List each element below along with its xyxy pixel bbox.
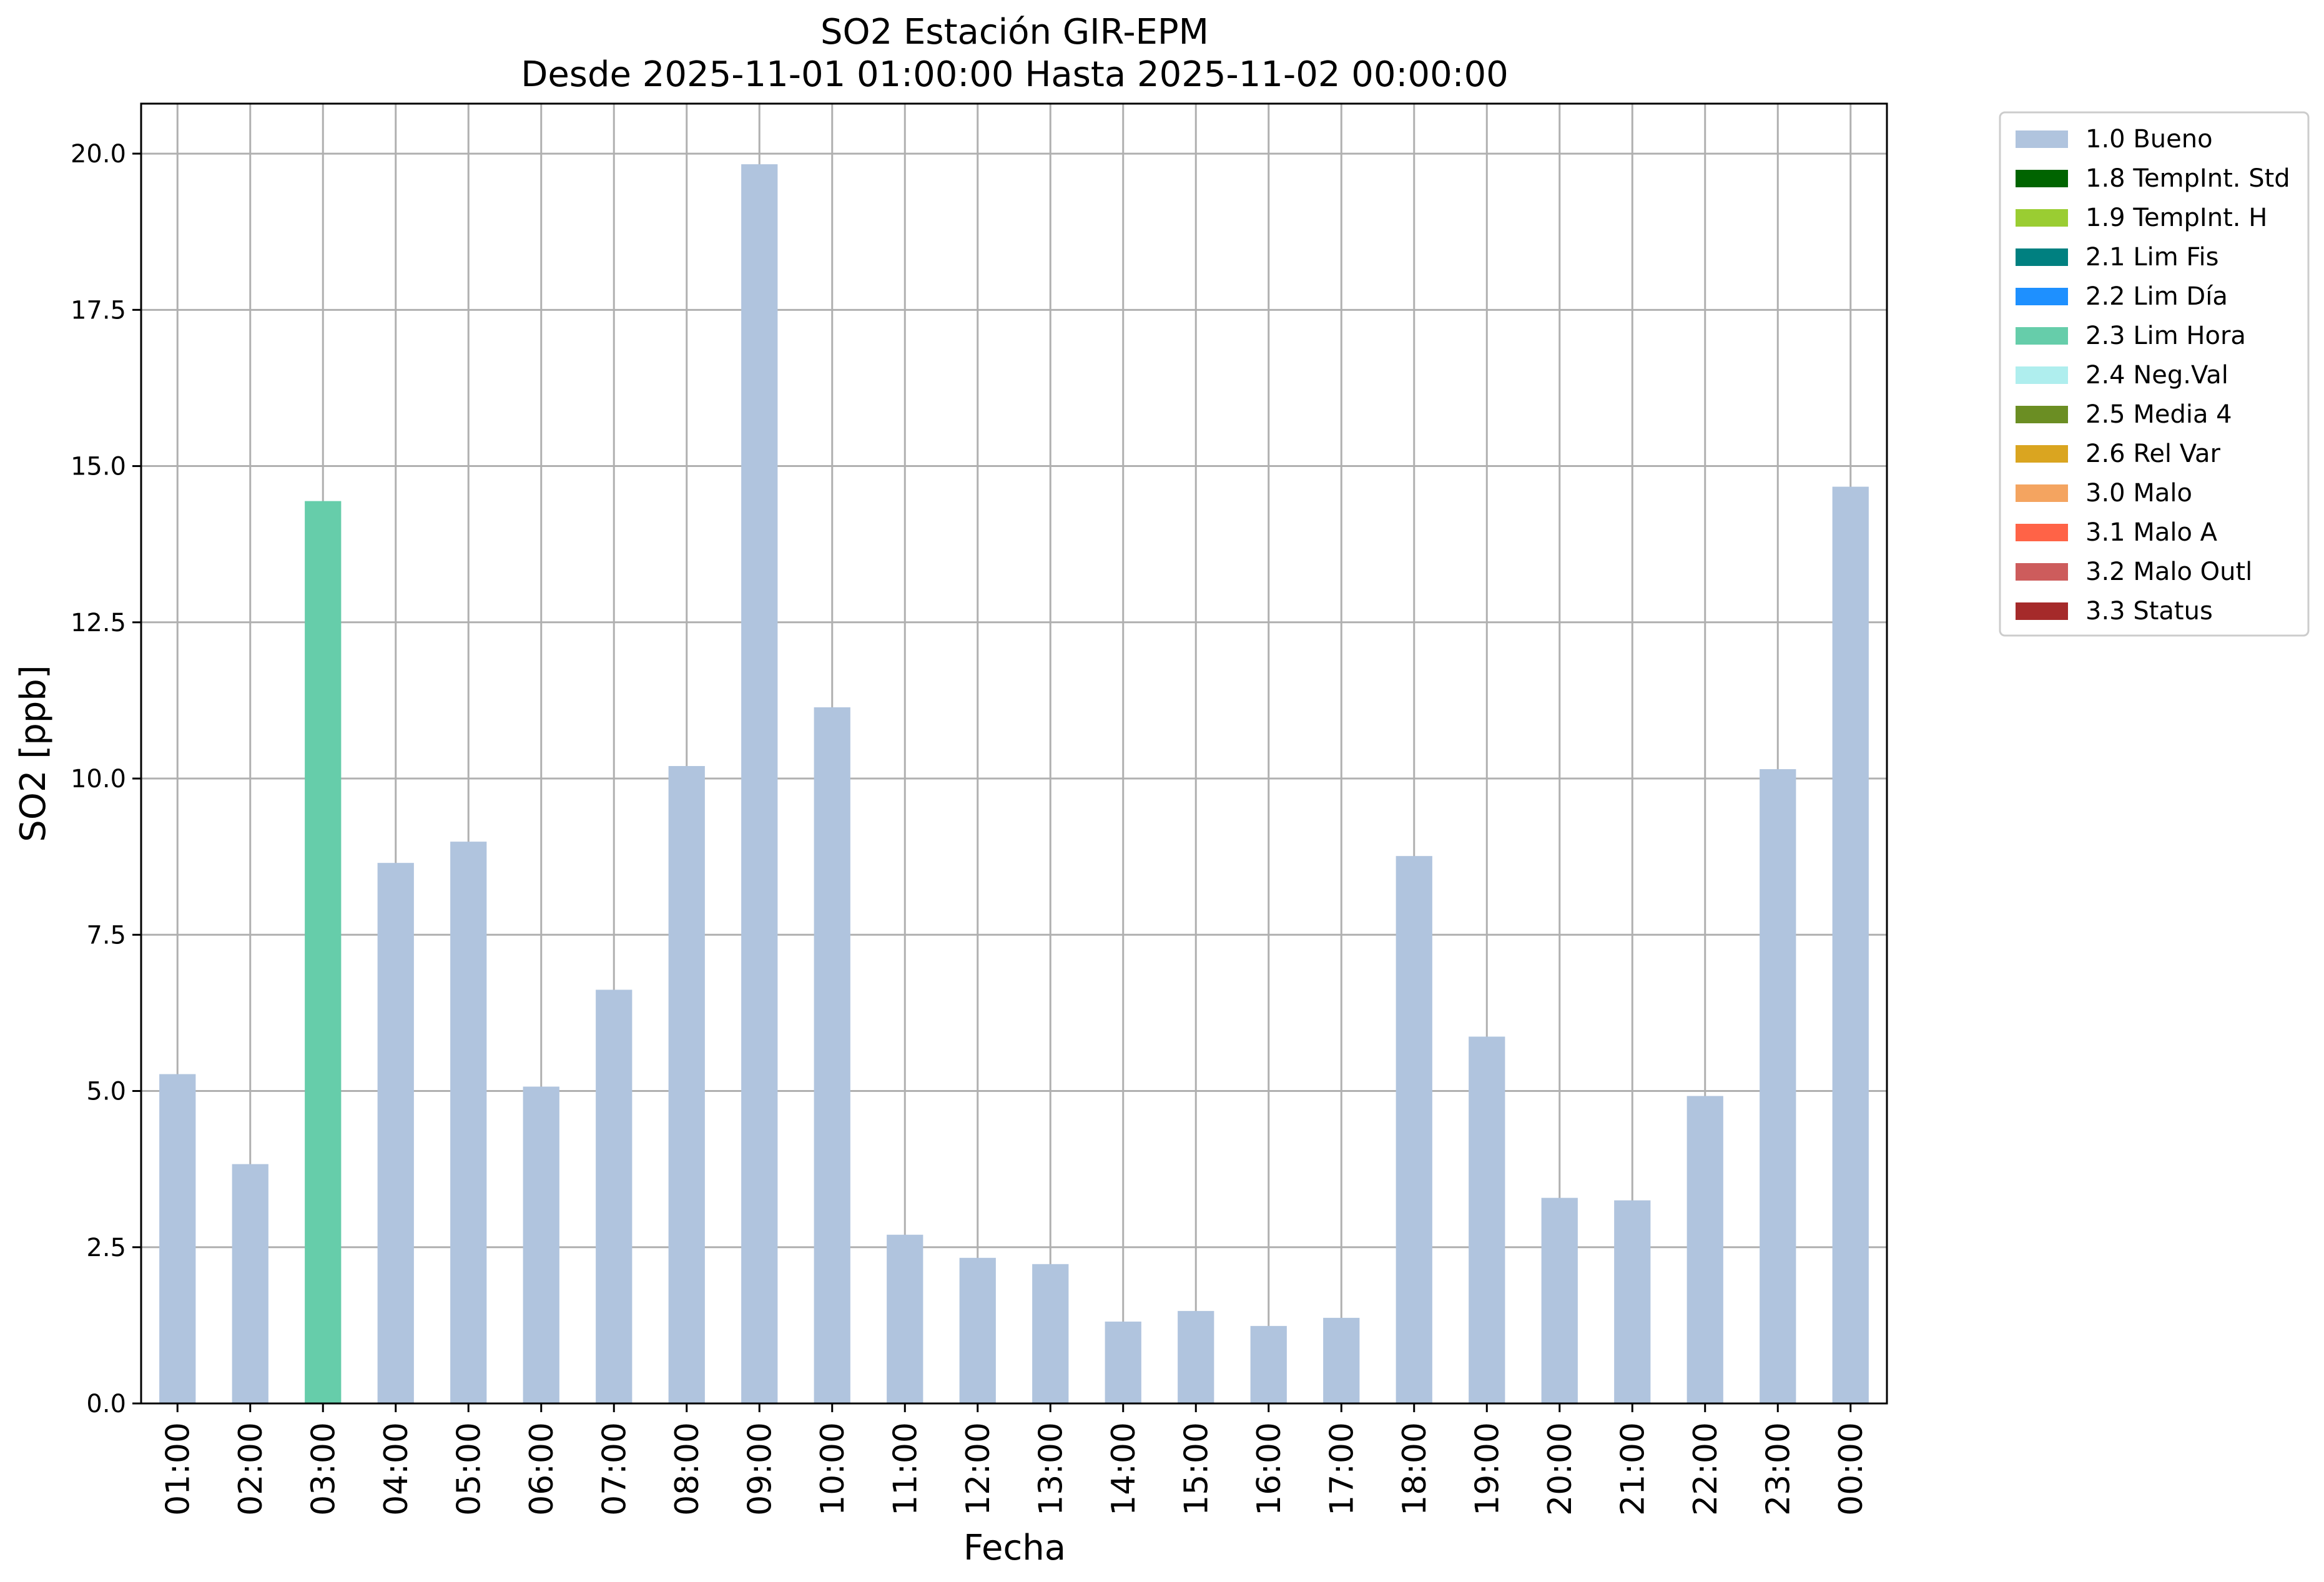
bar: [450, 842, 486, 1403]
x-tick-label: 10:00: [814, 1422, 852, 1516]
x-tick-label: 04:00: [378, 1422, 415, 1516]
legend-label: 2.6 Rel Var: [2085, 440, 2221, 468]
x-tick-label: 20:00: [1542, 1422, 1579, 1516]
legend-swatch: [2016, 445, 2068, 463]
bar: [1032, 1264, 1068, 1403]
x-tick-label: 15:00: [1178, 1422, 1215, 1516]
x-tick-label: 13:00: [1032, 1422, 1070, 1516]
bar: [378, 863, 414, 1403]
x-axis-label: Fecha: [963, 1528, 1066, 1568]
y-tick-label: 20.0: [71, 140, 126, 169]
bar: [1833, 487, 1869, 1403]
y-tick-label: 12.5: [71, 609, 126, 637]
bar: [232, 1164, 268, 1403]
y-tick-label: 7.5: [86, 921, 126, 950]
x-tick-label: 11:00: [887, 1422, 924, 1516]
x-tick-label: 22:00: [1687, 1422, 1725, 1516]
x-axis-ticks: 01:00 02:00 03:00 04:00 05:00 06:00 07:00 08:00…: [159, 1403, 1870, 1516]
legend-label: 2.4 Neg.Val: [2085, 361, 2228, 390]
legend-swatch: [2016, 366, 2068, 384]
legend-label: 3.2 Malo Outl: [2085, 558, 2252, 586]
bar: [1105, 1322, 1141, 1403]
bar: [305, 501, 341, 1403]
legend-swatch: [2016, 484, 2068, 502]
legend-label: 3.3 Status: [2085, 597, 2213, 626]
y-tick-label: 5.0: [86, 1078, 126, 1106]
x-tick-label: 01:00: [159, 1422, 197, 1516]
legend-swatch: [2016, 563, 2068, 581]
y-tick-label: 15.0: [71, 453, 126, 481]
x-tick-label: 03:00: [305, 1422, 342, 1516]
x-tick-label: 21:00: [1614, 1422, 1652, 1516]
legend-label: 2.5 Media 4: [2085, 400, 2232, 429]
bar: [1251, 1326, 1287, 1403]
legend-label: 2.1 Lim Fis: [2085, 243, 2218, 272]
x-tick-label: 17:00: [1323, 1422, 1361, 1516]
bar: [1396, 856, 1432, 1403]
legend-label: 2.3 Lim Hora: [2085, 322, 2246, 350]
x-tick-label: 19:00: [1469, 1422, 1506, 1516]
legend-swatch: [2016, 524, 2068, 541]
x-tick-label: 07:00: [596, 1422, 633, 1516]
legend-label: 1.8 TempInt. Std: [2085, 164, 2290, 193]
legend-swatch: [2016, 170, 2068, 187]
y-tick-label: 17.5: [71, 296, 126, 325]
legend-swatch: [2016, 602, 2068, 620]
x-tick-label: 08:00: [669, 1422, 706, 1516]
bars-layer: [159, 164, 1869, 1403]
x-tick-label: 12:00: [960, 1422, 997, 1516]
legend-swatch: [2016, 327, 2068, 345]
legend-label: 1.0 Bueno: [2085, 125, 2213, 154]
bar: [1687, 1096, 1723, 1403]
x-tick-label: 14:00: [1105, 1422, 1143, 1516]
bar: [669, 766, 705, 1403]
bar: [1178, 1311, 1214, 1403]
y-tick-label: 2.5: [86, 1234, 126, 1262]
bar: [887, 1235, 923, 1403]
bar: [1614, 1201, 1650, 1403]
bar: [1760, 769, 1796, 1403]
legend-swatch: [2016, 288, 2068, 305]
bar: [1323, 1318, 1359, 1403]
x-tick-label: 09:00: [741, 1422, 779, 1516]
bar: [596, 990, 632, 1403]
y-axis-label: SO2 [ppb]: [13, 665, 54, 842]
legend-swatch: [2016, 130, 2068, 148]
x-tick-label: 02:00: [232, 1422, 270, 1516]
legend-swatch: [2016, 209, 2068, 227]
legend-swatch: [2016, 248, 2068, 266]
legend: 1.0 Bueno 1.8 TempInt. Std 1.9 TempInt. H 2…: [2000, 112, 2308, 636]
y-tick-label: 0.0: [86, 1390, 126, 1418]
x-tick-label: 06:00: [523, 1422, 561, 1516]
bar: [523, 1087, 559, 1403]
legend-label: 3.0 Malo: [2085, 479, 2192, 508]
chart-title-line-2: Desde 2025-11-01 01:00:00 Hasta 2025-11-…: [521, 54, 1509, 95]
x-tick-label: 18:00: [1396, 1422, 1434, 1516]
bar: [741, 164, 777, 1403]
bar: [814, 707, 850, 1403]
legend-label: 3.1 Malo A: [2085, 518, 2218, 547]
x-tick-label: 23:00: [1760, 1422, 1797, 1516]
chart-title-line-1: SO2 Estación GIR-EPM: [820, 12, 1209, 52]
y-tick-label: 10.0: [71, 765, 126, 793]
legend-label: 1.9 TempInt. H: [2085, 204, 2267, 232]
bar: [159, 1074, 195, 1403]
x-tick-label: 00:00: [1833, 1422, 1870, 1516]
bar: [960, 1258, 996, 1403]
bar: [1542, 1198, 1578, 1403]
bar: [1469, 1036, 1505, 1403]
x-tick-label: 05:00: [450, 1422, 488, 1516]
legend-swatch: [2016, 406, 2068, 423]
y-axis-ticks: 0.0 2.5 5.0 7.5 10.0 12.5 15.0 17.5 20.0: [71, 140, 141, 1418]
x-tick-label: 16:00: [1251, 1422, 1288, 1516]
legend-label: 2.2 Lim Día: [2085, 282, 2228, 311]
